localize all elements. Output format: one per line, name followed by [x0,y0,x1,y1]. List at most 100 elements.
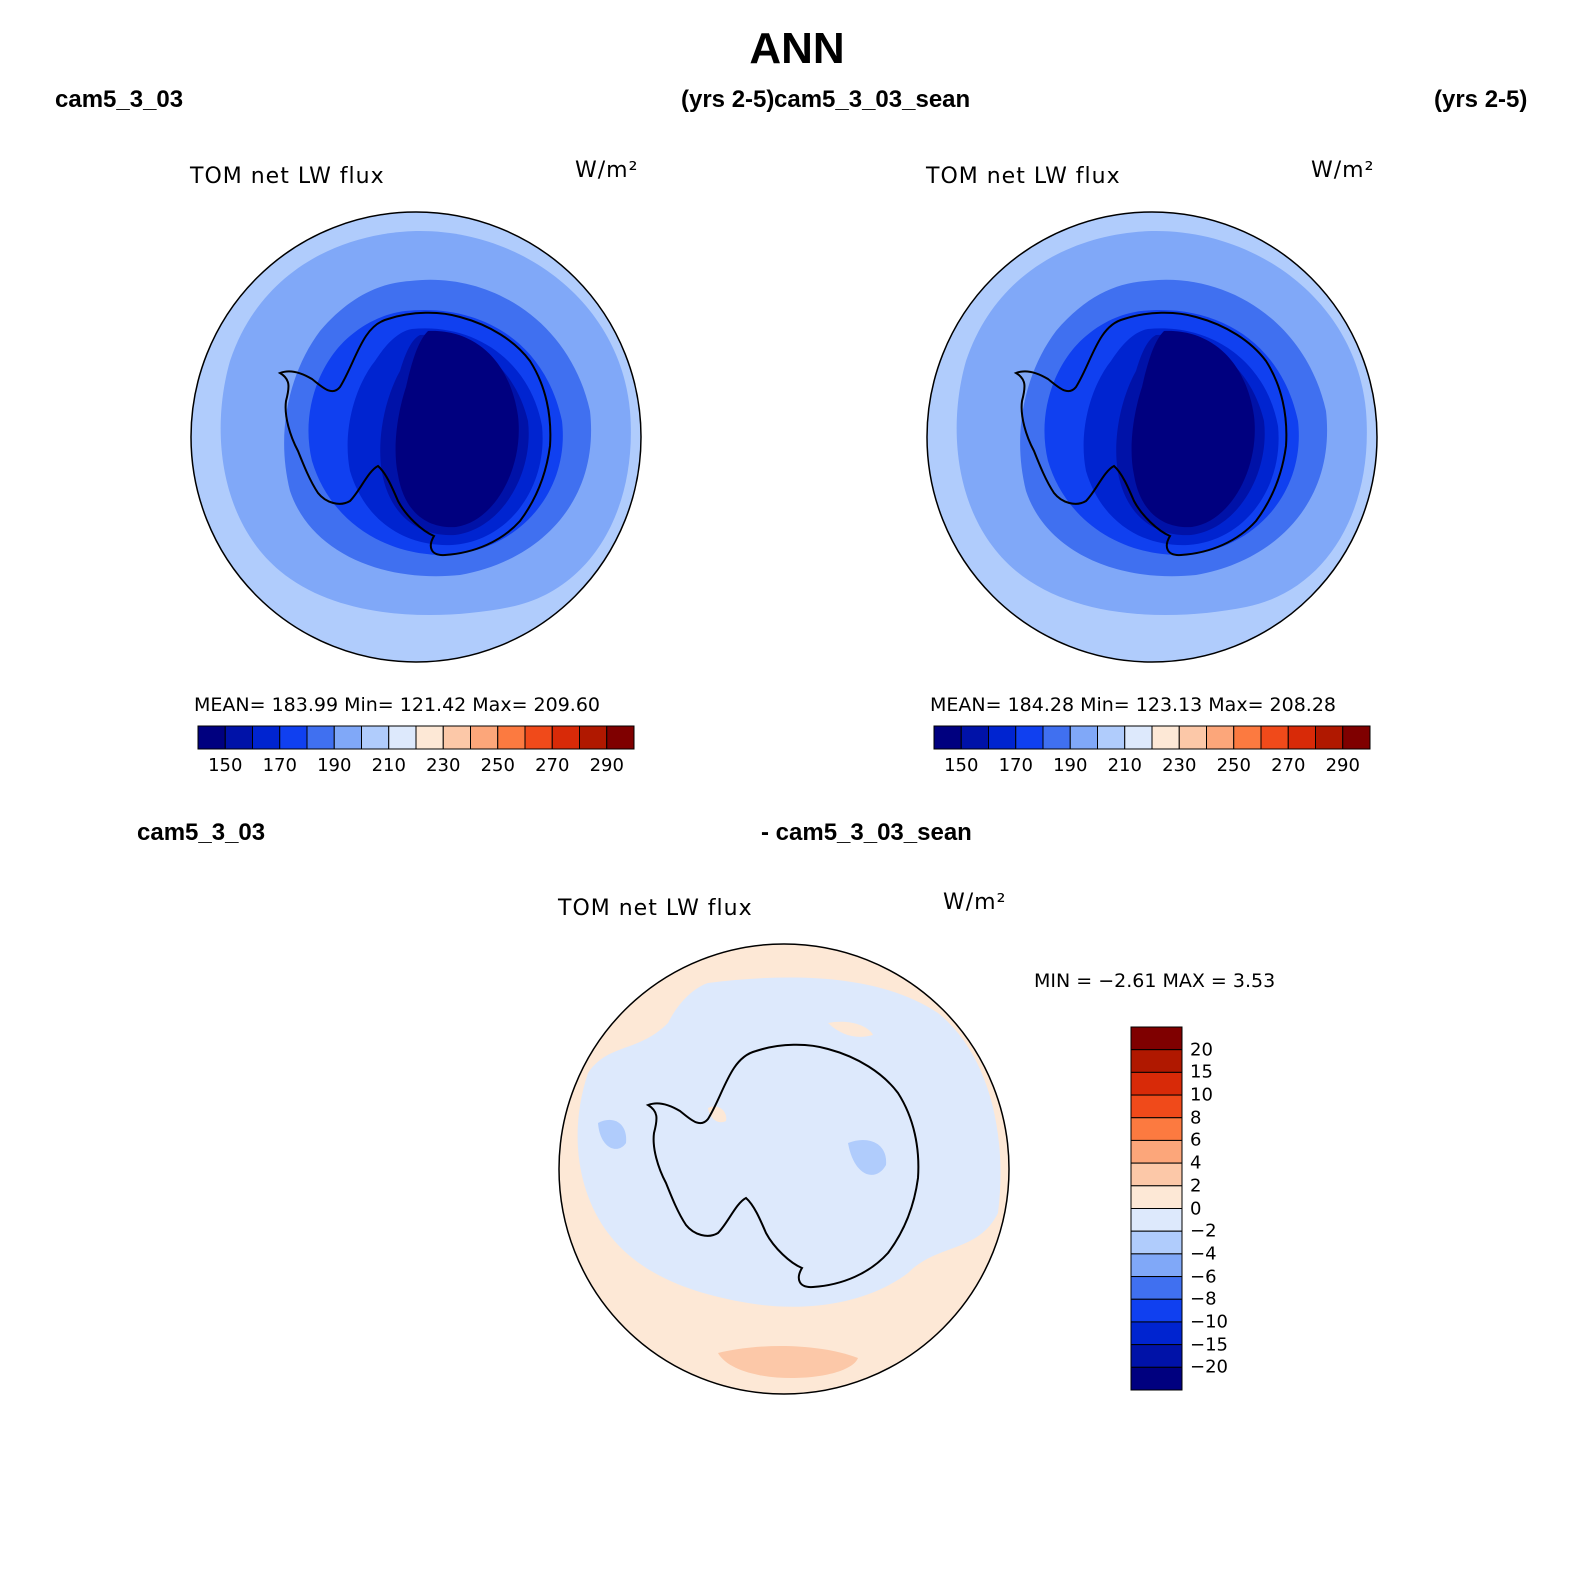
colorbar-swatch [1287,725,1316,750]
case-label-left: cam5_3_03 [55,86,184,113]
years-label-left: (yrs 2-5) [681,86,775,113]
colorbar-swatch [1178,725,1207,750]
colorbar-tick-label: −2 [1190,1220,1217,1242]
colorbar-tick-label: 20 [1190,1039,1213,1061]
colorbar-tick-label: 270 [535,755,570,776]
colorbar-swatch [306,725,335,750]
stats-right: MEAN= 184.28 Min= 123.13 Max= 208.28 [930,694,1337,716]
colorbar-tick-label: 6 [1190,1129,1202,1151]
polar-map-diff [558,943,1010,1395]
colorbar-swatch [415,725,444,750]
main-title: ANN [749,24,845,73]
diff-case-a: cam5_3_03 [137,819,266,846]
colorbar-swatch [1130,1344,1183,1368]
colorbar-diff [1130,1026,1183,1391]
colorbar-swatch [1260,725,1289,750]
colorbar-swatch [1315,725,1344,750]
case-label-right: cam5_3_03_sean [774,86,971,113]
colorbar-swatch [551,725,580,750]
colorbar-tick-label: 290 [1325,755,1360,776]
colorbar-tick-label: 150 [944,755,979,776]
diff-units: W/m² [943,890,1007,915]
colorbar-swatch [388,725,417,750]
colorbar-swatch [1130,1253,1183,1278]
colorbar-tick-label: 230 [1162,755,1197,776]
colorbar-tick-label: 190 [1053,755,1088,776]
colorbar-swatch [1130,1026,1183,1051]
diff-plot-title: TOM net LW flux [558,896,753,921]
colorbar-tick-label: 150 [208,755,243,776]
colorbar-swatch [1130,1162,1183,1187]
stats-left: MEAN= 183.99 Min= 121.42 Max= 209.60 [194,694,601,716]
colorbar-right [933,725,1371,750]
colorbar-tick-label: 230 [426,755,461,776]
colorbar-swatch [933,725,962,750]
colorbar-tick-label: −6 [1190,1266,1217,1288]
colorbar-left [197,725,635,750]
colorbar-tick-label: 210 [371,755,406,776]
colorbar-tick-label: −8 [1190,1288,1217,1310]
colorbar-tick-label: 170 [262,755,297,776]
colorbar-tick-label: 190 [317,755,352,776]
colorbar-tick-label: 10 [1190,1084,1213,1106]
colorbar-swatch [606,725,635,750]
colorbar-swatch [1130,1049,1183,1073]
units-right: W/m² [1311,158,1375,183]
colorbar-swatch [1130,1366,1183,1391]
colorbar-swatch [1151,725,1180,750]
colorbar-swatch [1130,1139,1183,1164]
colorbar-swatch [579,725,608,750]
units-left: W/m² [575,158,639,183]
colorbar-swatch [470,725,499,750]
colorbar-swatch [1069,725,1098,750]
colorbar-tick-label: 2 [1190,1175,1202,1197]
colorbar-swatch [252,725,281,750]
colorbar-swatch [1206,725,1235,750]
colorbar-swatch [1130,1117,1183,1141]
polar-map-right [926,211,1378,663]
colorbar-swatch [361,725,390,750]
colorbar-tick-label: −20 [1190,1356,1228,1378]
colorbar-tick-label: 290 [589,755,624,776]
colorbar-tick-label: 270 [1271,755,1306,776]
colorbar-tick-label: 210 [1107,755,1142,776]
colorbar-swatch [1130,1094,1183,1119]
colorbar-swatch [1097,725,1126,750]
colorbar-swatch [524,725,553,750]
years-label-right: (yrs 2-5) [1434,86,1528,113]
plot-title-right: TOM net LW flux [926,164,1121,189]
colorbar-swatch [1130,1185,1183,1209]
plot-title-left: TOM net LW flux [190,164,385,189]
colorbar-tick-label: −15 [1190,1334,1228,1356]
colorbar-tick-label: −4 [1190,1243,1217,1265]
colorbar-swatch [1042,725,1071,750]
colorbar-swatch [960,725,989,750]
colorbar-tick-label: 0 [1190,1198,1202,1219]
colorbar-tick-label: −10 [1190,1311,1228,1333]
colorbar-swatch [1130,1208,1183,1232]
colorbar-tick-label: 15 [1190,1061,1213,1083]
colorbar-swatch [1130,1071,1183,1096]
colorbar-swatch [1015,725,1044,750]
diff-case-b: - cam5_3_03_sean [761,819,972,846]
colorbar-swatch [1342,725,1371,750]
colorbar-swatch [497,725,526,750]
colorbar-swatch [1124,725,1153,750]
polar-map-left [190,211,642,663]
colorbar-swatch [1130,1321,1183,1346]
colorbar-swatch [197,725,226,750]
colorbar-swatch [988,725,1017,750]
colorbar-swatch [442,725,471,750]
colorbar-tick-label: 250 [480,755,515,776]
colorbar-swatch [224,725,253,750]
colorbar-swatch [1130,1230,1183,1255]
colorbar-swatch [333,725,362,750]
colorbar-swatch [1130,1298,1183,1323]
colorbar-tick-label: 8 [1190,1107,1202,1129]
colorbar-swatch [1233,725,1262,750]
colorbar-tick-label: 250 [1216,755,1251,776]
colorbar-tick-label: 4 [1190,1152,1202,1174]
diff-stats: MIN = −2.61 MAX = 3.53 [1034,970,1276,992]
colorbar-swatch [279,725,308,750]
colorbar-tick-label: 170 [998,755,1033,776]
